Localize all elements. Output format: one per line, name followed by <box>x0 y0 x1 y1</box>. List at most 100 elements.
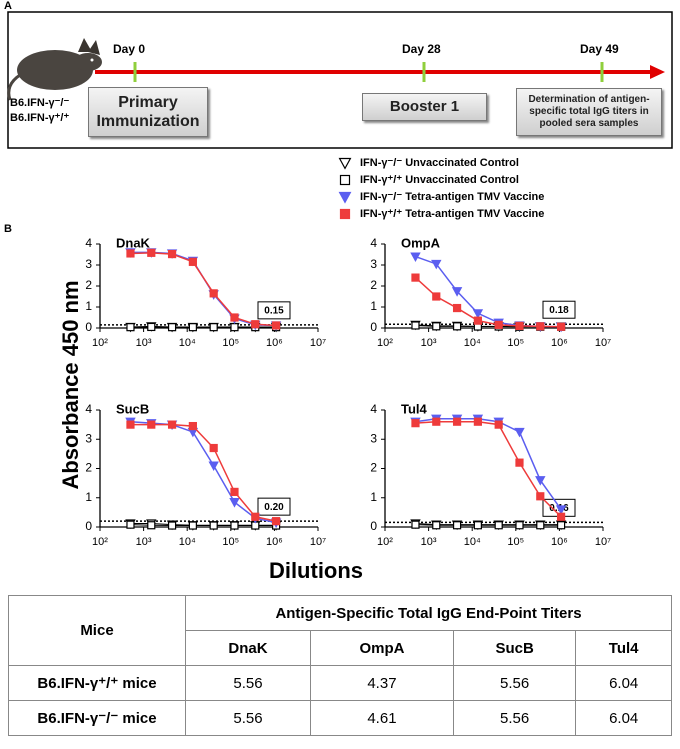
titer-cell: 4.37 <box>309 665 454 701</box>
x-tick-label: 10³ <box>421 337 437 349</box>
x-tick-label: 10² <box>377 337 393 349</box>
x-tick-label: 10⁴ <box>464 536 481 548</box>
data-point <box>230 313 239 322</box>
legend-marker <box>339 174 351 186</box>
y-tick-label: 4 <box>370 236 377 250</box>
data-point <box>167 323 177 332</box>
data-point <box>251 512 260 521</box>
data-point <box>473 316 482 325</box>
data-point <box>167 249 177 259</box>
data-point <box>472 309 484 319</box>
x-tick-label: 10⁵ <box>222 337 239 349</box>
data-point <box>452 303 462 313</box>
y-tick-label: 2 <box>85 461 92 475</box>
y-tick-label: 3 <box>85 257 92 271</box>
y-tick-label: 2 <box>85 278 92 292</box>
event-box: Primary Immunization <box>88 87 208 137</box>
data-point <box>126 249 135 258</box>
data-point <box>209 289 218 298</box>
panel-frame <box>7 11 673 149</box>
mouse-label: B6.IFN-γ⁻/⁻ <box>10 97 69 109</box>
data-point <box>432 322 441 331</box>
chart-title: Tul4 <box>401 401 428 416</box>
x-tick-label: 10⁴ <box>179 536 196 548</box>
data-point <box>452 322 462 331</box>
data-point <box>147 248 156 257</box>
legend-marker <box>338 157 352 170</box>
y-tick-label: 0 <box>85 320 92 334</box>
data-point <box>473 521 482 530</box>
data-point <box>209 521 218 530</box>
data-point <box>230 521 239 530</box>
data-point <box>514 427 525 438</box>
series-line <box>414 277 562 328</box>
data-point <box>147 521 156 530</box>
x-tick-label: 10⁴ <box>464 337 481 349</box>
data-point <box>410 252 421 263</box>
y-tick-label: 2 <box>370 461 377 475</box>
data-point <box>432 417 441 426</box>
panel-label: A <box>4 0 12 12</box>
data-point <box>208 461 219 472</box>
x-tick-label: 10² <box>92 337 108 349</box>
data-point <box>147 420 156 429</box>
titer-cell: 5.56 <box>185 700 311 736</box>
data-point <box>209 323 218 332</box>
x-tick-label: 10⁵ <box>222 536 239 548</box>
y-axis-label: Absorbance 450 nm <box>58 280 83 489</box>
row-label: B6.IFN-γ⁺/⁺ mice <box>8 665 186 701</box>
chart: OmpA 0 1 2 3 4 10² 10³ 10⁴ 10⁵ 10⁶ 10⁷ 0.18 <box>370 235 611 348</box>
chart: DnaK 0 1 2 3 4 10² 10³ 10⁴ 10⁵ 10⁶ 10⁷ 0.15 <box>85 235 326 348</box>
x-tick-label: 10⁶ <box>266 536 283 548</box>
data-point <box>452 521 462 530</box>
x-tick-label: 10⁶ <box>551 337 568 349</box>
data-point <box>494 521 503 530</box>
data-point <box>473 417 482 426</box>
data-point <box>515 458 524 467</box>
data-point <box>126 323 135 332</box>
column-header: Tul4 <box>575 630 672 666</box>
x-tick-label: 10⁷ <box>595 536 611 548</box>
data-point <box>188 323 197 332</box>
x-tick-label: 10⁷ <box>310 536 326 548</box>
titer-cell: 5.56 <box>452 700 577 736</box>
table-row: B6.IFN-γ⁺/⁺ mice 5.56 4.37 5.56 6.04 <box>8 665 672 701</box>
x-tick-label: 10³ <box>421 536 437 548</box>
titer-cell: 6.04 <box>575 700 672 736</box>
data-point <box>515 321 524 330</box>
cutoff-box <box>257 301 291 320</box>
data-point <box>494 320 503 329</box>
data-point <box>188 257 197 266</box>
data-point <box>167 420 177 429</box>
chart: Tul40123410²10³10⁴10⁵10⁶10⁷0.16 <box>370 401 611 547</box>
column-header: OmpA <box>309 630 454 666</box>
column-header: DnaK <box>185 630 311 666</box>
data-point <box>209 443 218 453</box>
column-header: SucB <box>452 630 577 666</box>
data-point <box>536 322 545 331</box>
data-point <box>555 505 567 515</box>
legend-label: IFN-γ⁺/⁺ Tetra-antigen TMV Vaccine <box>360 208 544 220</box>
x-tick-label: 10³ <box>136 337 152 349</box>
legend-marker <box>339 208 351 220</box>
y-tick-label: 1 <box>85 299 92 313</box>
data-point <box>556 521 566 530</box>
data-point <box>271 517 281 526</box>
data-point <box>411 419 420 428</box>
x-tick-label: 10⁵ <box>507 536 524 548</box>
event-box: Determination of antigen-specific total … <box>516 88 662 136</box>
data-point <box>230 323 239 332</box>
table-columns: DnaK OmpA SucB Tul4 <box>9 630 672 666</box>
data-point <box>556 322 566 331</box>
y-tick-label: 3 <box>85 431 92 445</box>
legend-label: IFN-γ⁺/⁺ Unvaccinated Control <box>360 174 519 186</box>
data-point <box>556 512 566 521</box>
data-point <box>535 476 546 486</box>
table-header: Antigen-Specific Total IgG End-Point Tit… <box>185 595 672 631</box>
data-point <box>147 322 156 332</box>
data-point <box>251 320 260 329</box>
y-tick-label: 2 <box>370 278 377 292</box>
table-row: B6.IFN-γ⁻/⁻ mice 5.56 4.61 5.56 6.04 <box>8 700 672 736</box>
y-tick-label: 3 <box>370 257 377 271</box>
y-tick-label: 1 <box>370 299 377 313</box>
